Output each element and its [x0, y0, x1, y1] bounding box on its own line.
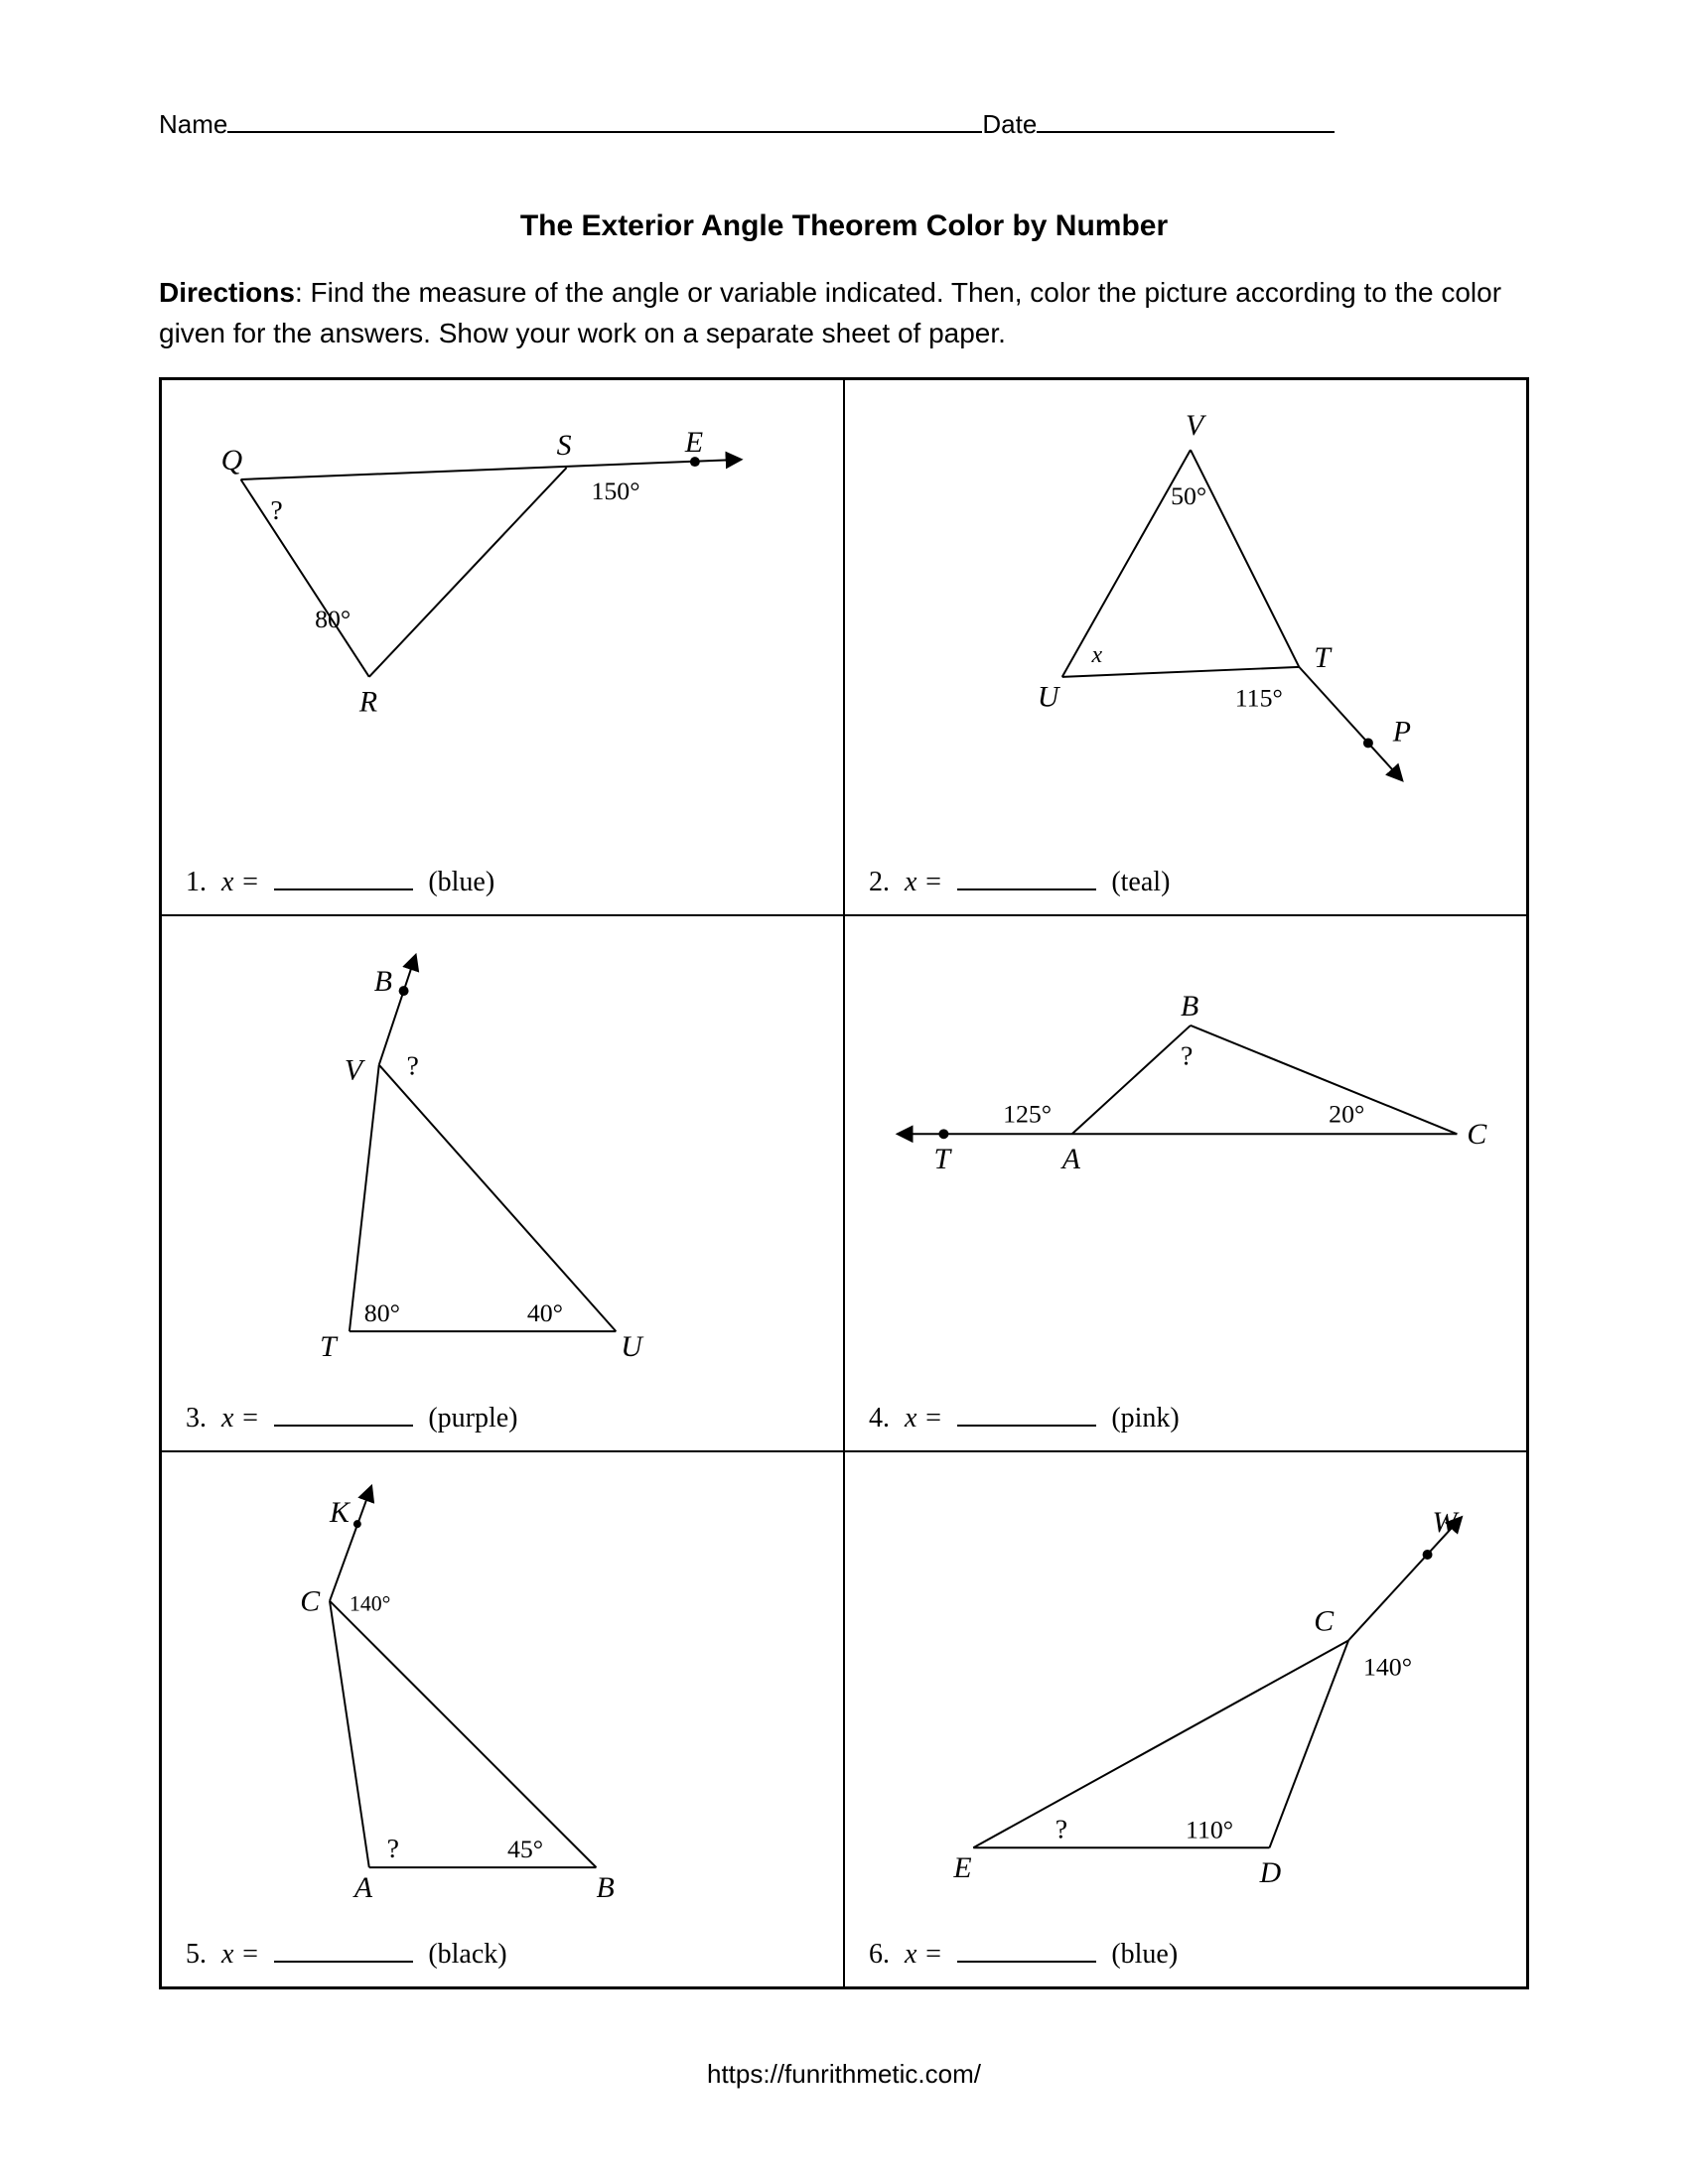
angle-a1-3: 80°	[364, 1298, 400, 1327]
variable: x =	[905, 1403, 942, 1433]
angle-c-4: 20°	[1329, 1100, 1364, 1129]
angle-unknown-1: ?	[270, 495, 282, 526]
angle-int-1: 80°	[315, 605, 351, 633]
answer-5: 5. x = (black)	[186, 1939, 507, 1971]
answer-blank[interactable]	[957, 1407, 1096, 1427]
angle-d-6: 110°	[1186, 1815, 1233, 1843]
answer-2: 2. x = (teal)	[869, 867, 1170, 898]
angle-unknown-3: ?	[407, 1051, 419, 1082]
answer-blank[interactable]	[274, 871, 413, 890]
label-D: D	[1259, 1856, 1282, 1889]
label-S: S	[557, 429, 572, 462]
problem-3: B V T U ? 80° 40° 3. x = (purple)	[161, 915, 844, 1451]
label-C: C	[1467, 1118, 1487, 1151]
angle-ext-4: 125°	[1003, 1100, 1052, 1129]
date-label: Date	[982, 109, 1037, 140]
angle-ext-2: 115°	[1235, 684, 1283, 713]
label-T: T	[1314, 641, 1333, 674]
label-R: R	[358, 686, 377, 719]
label-B: B	[1181, 990, 1198, 1023]
diagram-2: V U T P 50° x 115°	[845, 380, 1526, 914]
answer-6: 6. x = (blue)	[869, 1939, 1178, 1971]
angle-unknown-5: ?	[387, 1834, 399, 1864]
problem-5: K C A B 140° ? 45° 5. x = (black)	[161, 1451, 844, 1987]
name-label: Name	[159, 109, 227, 140]
label-K: K	[329, 1496, 352, 1529]
answer-1: 1. x = (blue)	[186, 867, 494, 898]
problem-number: 4.	[869, 1403, 890, 1433]
label-V: V	[345, 1054, 366, 1087]
answer-4: 4. x = (pink)	[869, 1403, 1180, 1434]
diagram-3: B V T U ? 80° 40°	[162, 916, 843, 1450]
variable: x =	[221, 1403, 259, 1433]
label-A: A	[352, 1871, 373, 1904]
label-C: C	[300, 1585, 321, 1618]
label-T: T	[320, 1330, 339, 1363]
answer-blank[interactable]	[957, 1943, 1096, 1963]
label-A: A	[1060, 1143, 1081, 1175]
label-T: T	[933, 1143, 952, 1175]
label-C: C	[1314, 1605, 1335, 1638]
label-Q: Q	[221, 444, 243, 477]
name-blank[interactable]	[227, 109, 982, 133]
angle-ext-1: 150°	[591, 477, 639, 505]
footer-url: https://funrithmetic.com/	[159, 2059, 1529, 2090]
directions: Directions: Find the measure of the angl…	[159, 273, 1529, 353]
color-hint: (blue)	[1111, 1939, 1178, 1970]
date-blank[interactable]	[1037, 109, 1335, 133]
angle-ext-6: 140°	[1363, 1652, 1412, 1681]
angle-unknown-4: ?	[1181, 1041, 1193, 1072]
directions-label: Directions	[159, 277, 295, 308]
problem-number: 6.	[869, 1939, 890, 1970]
label-W: W	[1433, 1506, 1461, 1539]
color-hint: (black)	[428, 1939, 506, 1970]
diagram-6: W C E D 140° ? 110°	[845, 1452, 1526, 1986]
problem-grid: Q S E R ? 150° 80° 1. x = (blue)	[159, 377, 1529, 1989]
answer-blank[interactable]	[957, 871, 1096, 890]
label-E: E	[952, 1851, 971, 1884]
color-hint: (blue)	[428, 867, 494, 897]
answer-blank[interactable]	[274, 1943, 413, 1963]
variable: x =	[221, 1939, 259, 1970]
directions-text: : Find the measure of the angle or varia…	[159, 277, 1501, 348]
label-U: U	[1038, 681, 1061, 714]
variable: x =	[905, 1939, 942, 1970]
angle-ext-5: 140°	[350, 1592, 391, 1616]
diagram-4: B T A C 125° ? 20°	[845, 916, 1526, 1450]
diagram-5: K C A B 140° ? 45°	[162, 1452, 843, 1986]
problem-number: 3.	[186, 1403, 207, 1433]
problem-number: 1.	[186, 867, 207, 897]
page-title: The Exterior Angle Theorem Color by Numb…	[159, 209, 1529, 243]
angle-a2-3: 40°	[527, 1298, 563, 1327]
label-U: U	[621, 1330, 644, 1363]
color-hint: (pink)	[1111, 1403, 1179, 1433]
problem-2: V U T P 50° x 115° 2. x = (teal)	[844, 379, 1527, 915]
label-P: P	[1392, 716, 1411, 749]
diagram-1: Q S E R ? 150° 80°	[162, 380, 843, 914]
label-E: E	[684, 426, 703, 459]
label-B: B	[374, 965, 392, 998]
label-V: V	[1186, 409, 1207, 442]
label-B: B	[596, 1871, 614, 1904]
angle-unknown-2: x	[1091, 642, 1103, 668]
problem-number: 2.	[869, 867, 890, 897]
answer-blank[interactable]	[274, 1407, 413, 1427]
angle-unknown-6: ?	[1055, 1814, 1067, 1844]
worksheet-header: Name Date	[159, 109, 1529, 140]
problem-4: B T A C 125° ? 20° 4. x = (pink)	[844, 915, 1527, 1451]
color-hint: (purple)	[428, 1403, 517, 1433]
problem-6: W C E D 140° ? 110° 6. x = (blue)	[844, 1451, 1527, 1987]
angle-top-2: 50°	[1171, 481, 1206, 510]
angle-b-5: 45°	[507, 1835, 543, 1863]
answer-3: 3. x = (purple)	[186, 1403, 518, 1434]
problem-1: Q S E R ? 150° 80° 1. x = (blue)	[161, 379, 844, 915]
problem-number: 5.	[186, 1939, 207, 1970]
color-hint: (teal)	[1111, 867, 1170, 897]
variable: x =	[221, 867, 259, 897]
variable: x =	[905, 867, 942, 897]
